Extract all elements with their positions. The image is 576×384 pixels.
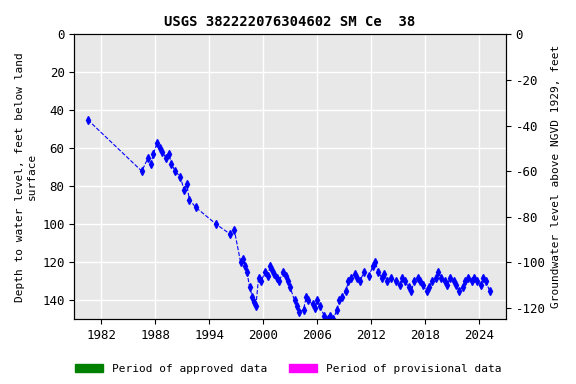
Bar (85, 321, 90, 326)
Bar (492, 321, 501, 326)
Title: USGS 382222076304602 SM Ce  38: USGS 382222076304602 SM Ce 38 (164, 15, 416, 29)
Y-axis label: Groundwater level above NGVD 1929, feet: Groundwater level above NGVD 1929, feet (551, 45, 561, 308)
Bar (331, 321, 492, 326)
Y-axis label: Depth to water level, feet below land
surface: Depth to water level, feet below land su… (15, 52, 37, 302)
Bar (200, 321, 204, 326)
Bar (167, 321, 182, 326)
Bar (133, 321, 146, 326)
Legend: Period of approved data, Period of provisional data: Period of approved data, Period of provi… (70, 359, 506, 379)
Bar (193, 321, 196, 326)
Bar (241, 321, 313, 326)
Bar (151, 321, 160, 326)
